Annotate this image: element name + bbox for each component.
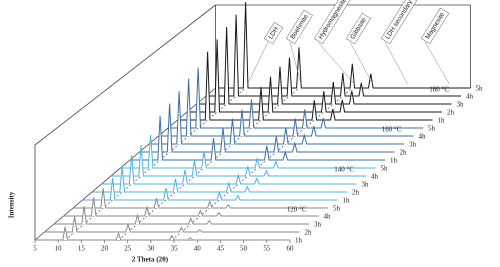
x-tick-label: 55 bbox=[263, 245, 271, 253]
series-label: 2h bbox=[400, 149, 408, 157]
annotation: LDH bbox=[263, 22, 284, 45]
x-tick-label: 45 bbox=[217, 245, 225, 253]
series-label: 5h bbox=[428, 125, 436, 133]
annotation-box bbox=[313, 0, 352, 45]
guide-line bbox=[171, 87, 353, 241]
trace bbox=[187, 39, 442, 113]
trace bbox=[206, 14, 461, 97]
annotation-box bbox=[420, 7, 450, 45]
annotation: Boehmite bbox=[285, 9, 313, 45]
x-tick-label: 30 bbox=[147, 245, 155, 253]
series-label: 3h bbox=[362, 181, 370, 189]
series-label: 5h bbox=[333, 205, 341, 213]
group-label: 140 °C bbox=[334, 166, 354, 174]
series-label: 3h bbox=[409, 141, 417, 149]
x-tick-label: 25 bbox=[124, 245, 132, 253]
trace bbox=[82, 177, 338, 201]
trace bbox=[149, 91, 404, 145]
trace bbox=[177, 51, 433, 121]
x-axis-label: 2 Theta (2θ) bbox=[132, 256, 169, 264]
trace bbox=[92, 166, 347, 193]
series-label: 3h bbox=[457, 101, 465, 109]
series-label: 2h bbox=[305, 229, 313, 237]
trace bbox=[158, 78, 414, 137]
guide-line bbox=[64, 87, 246, 241]
annotation: Gibbsite bbox=[345, 12, 371, 45]
annotation: Hydromagnesite bbox=[313, 0, 352, 45]
trace bbox=[35, 226, 290, 241]
series-label: 4h bbox=[371, 173, 379, 181]
series-label: 1h bbox=[438, 117, 446, 125]
trace bbox=[54, 206, 309, 225]
trace bbox=[73, 188, 328, 209]
series-label: 1h bbox=[390, 157, 398, 165]
annotation-box bbox=[263, 22, 284, 45]
group-label: 120 °C bbox=[287, 206, 307, 214]
series-label: 4h bbox=[419, 133, 427, 141]
group-label: 180 °C bbox=[429, 86, 449, 94]
series-label: 4h bbox=[324, 213, 332, 221]
guide-line bbox=[118, 87, 300, 241]
series-label: 5h bbox=[381, 165, 389, 173]
trace bbox=[130, 115, 385, 161]
trace bbox=[196, 26, 452, 105]
x-tick-label: 40 bbox=[194, 245, 202, 253]
annotation-label: Hydromagnesite bbox=[317, 0, 348, 41]
x-tick-label: 10 bbox=[55, 245, 63, 253]
series-label: 2h bbox=[447, 109, 455, 117]
annotation-box bbox=[380, 0, 418, 45]
x-tick-label: 15 bbox=[78, 245, 86, 253]
annotation-box bbox=[285, 9, 313, 45]
annotation: LDH secondary bbox=[380, 0, 418, 45]
group-label: 160 °C bbox=[382, 126, 402, 134]
leader-line bbox=[247, 41, 269, 85]
series-label: 2h bbox=[352, 189, 360, 197]
trace bbox=[215, 2, 471, 89]
series-label: 1h bbox=[343, 197, 351, 205]
trace bbox=[139, 103, 395, 153]
x-tick-label: 20 bbox=[101, 245, 109, 253]
leader-line bbox=[424, 41, 450, 85]
annotation-label: LDH secondary bbox=[384, 0, 414, 41]
frame-line bbox=[34, 87, 216, 241]
leader-line bbox=[384, 41, 408, 85]
frame-line bbox=[34, 4, 216, 146]
y-axis-label: Intensity bbox=[8, 191, 16, 218]
annotation-box bbox=[345, 12, 371, 45]
trace bbox=[44, 216, 300, 233]
series-label: 5h bbox=[476, 85, 484, 93]
x-tick-label: 50 bbox=[240, 245, 248, 253]
trace bbox=[120, 134, 376, 169]
trace bbox=[101, 155, 357, 185]
leader-line bbox=[289, 41, 302, 85]
trace bbox=[63, 197, 319, 217]
leader-line bbox=[349, 41, 374, 85]
leader-line bbox=[317, 41, 355, 85]
annotation: Magnesite bbox=[420, 7, 450, 45]
series-label: 3h bbox=[314, 221, 322, 229]
x-tick-label: 60 bbox=[287, 245, 295, 253]
series-label: 1h bbox=[295, 237, 303, 245]
trace bbox=[111, 145, 366, 177]
series-label: 4h bbox=[466, 93, 474, 101]
x-tick-label: 5 bbox=[33, 245, 37, 253]
trace bbox=[168, 67, 423, 129]
x-tick-label: 35 bbox=[171, 245, 179, 253]
